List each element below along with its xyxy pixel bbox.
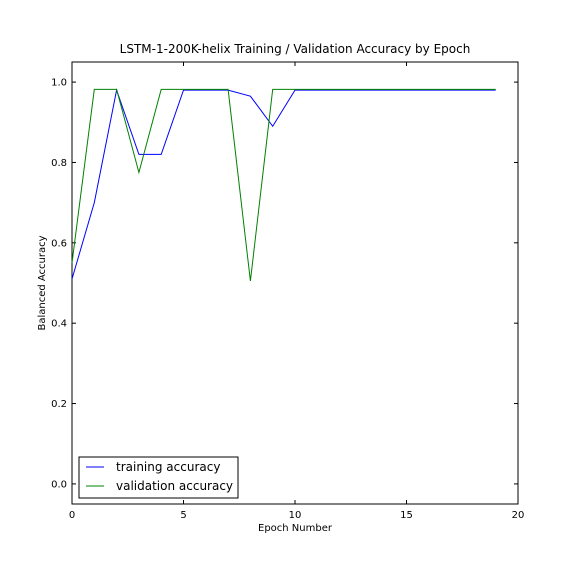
validation-accuracy-legend-label: validation accuracy [116,479,233,493]
x-tick-label: 0 [69,510,75,521]
x-axis-label: Epoch Number [258,523,333,534]
legend: training accuracy validation accuracy [78,456,239,499]
training-accuracy-legend-label: training accuracy [116,460,220,474]
axis-ticks [71,62,519,504]
y-tick-label: 0.6 [51,238,67,249]
x-tick-label: 20 [512,510,525,521]
y-axis-label: Balanced Accuracy [37,235,48,330]
x-tick-label: 5 [180,510,186,521]
series-lines [71,88,496,282]
chart-title: LSTM-1-200K-helix Training / Validation … [120,42,471,56]
plot-area [71,61,519,505]
axis-tick-labels: 0 5 10 15 20 0.0 0.2 0.4 0.6 0.8 1.0 [51,78,524,521]
y-tick-label: 0.4 [51,319,67,330]
training-accuracy-line [71,88,496,280]
y-tick-label: 0.2 [51,399,67,410]
validation-accuracy-line [71,88,496,282]
x-tick-label: 10 [289,510,302,521]
x-tick-label: 15 [400,510,413,521]
y-tick-label: 0.0 [51,479,67,490]
y-tick-label: 0.8 [51,158,67,169]
y-tick-label: 1.0 [51,78,67,89]
legend-box [78,456,239,499]
